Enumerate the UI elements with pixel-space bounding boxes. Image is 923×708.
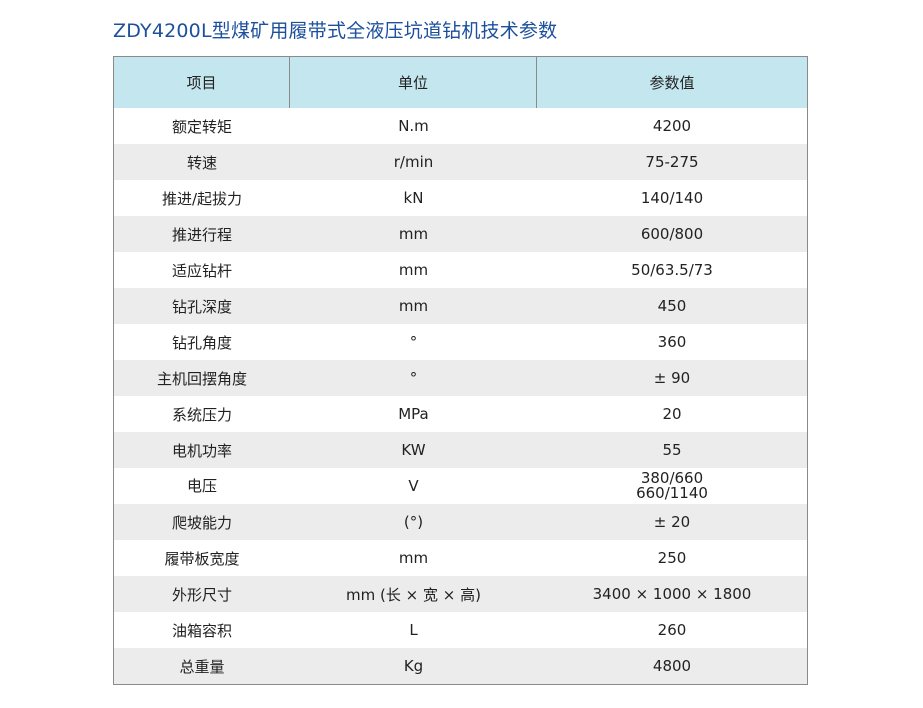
cell-item: 电机功率: [171, 441, 232, 460]
cell-item: 转速: [186, 153, 217, 172]
table-body: 额定转矩 N.m 4200 转速 r/min 75-275 推进/起拔力 kN 140/140 推…: [114, 108, 807, 684]
cell-unit: Kg: [403, 657, 424, 675]
header-unit: 单位: [290, 57, 537, 108]
table-header-row: 项目 单位 参数值: [114, 57, 807, 108]
cell-value: ± 90: [653, 369, 691, 387]
cell-unit: mm: [398, 297, 429, 315]
cell-value: 140/140: [640, 189, 704, 207]
cell-value: 55: [662, 441, 682, 459]
table-row: 主机回摆角度 ° ± 90: [114, 360, 807, 396]
header-value: 参数值: [649, 74, 695, 92]
cell-item: 钻孔角度: [171, 333, 232, 352]
cell-value: 250: [657, 549, 687, 567]
cell-item: 总重量: [179, 657, 225, 676]
cell-item: 电压: [186, 476, 217, 495]
header-item: 项目: [114, 57, 290, 108]
spec-table: 项目 单位 参数值 额定转矩 N.m 4200 转速 r/min 75-275 推进/起拔力…: [113, 56, 808, 685]
cell-value: 260: [657, 621, 687, 639]
cell-item: 钻孔深度: [171, 297, 232, 316]
cell-unit: mm: [398, 549, 429, 567]
table-row: 电压 V 380/660 660/1140: [114, 468, 807, 504]
table-row: 额定转矩 N.m 4200: [114, 108, 807, 144]
table-row: 电机功率 KW 55: [114, 432, 807, 468]
cell-item: 系统压力: [171, 405, 232, 424]
table-row: 爬坡能力 (°) ± 20: [114, 504, 807, 540]
table-row: 钻孔深度 mm 450: [114, 288, 807, 324]
table-row: 推进/起拔力 kN 140/140: [114, 180, 807, 216]
cell-item: 主机回摆角度: [156, 369, 247, 388]
page-title: ZDY4200L型煤矿用履带式全液压坑道钻机技术参数: [113, 20, 558, 42]
cell-unit: KW: [401, 441, 426, 459]
cell-value: 75-275: [645, 153, 699, 171]
cell-value: ± 20: [653, 513, 691, 531]
cell-unit: (°): [403, 513, 424, 531]
cell-value: 380/660 660/1140: [636, 469, 708, 502]
cell-value: 4200: [652, 117, 692, 135]
table-row: 推进行程 mm 600/800: [114, 216, 807, 252]
table-row: 履带板宽度 mm 250: [114, 540, 807, 576]
cell-value: 360: [657, 333, 687, 351]
cell-value: 3400 × 1000 × 1800: [592, 585, 752, 603]
cell-item: 适应钻杆: [171, 261, 232, 280]
cell-unit: mm: [398, 261, 429, 279]
cell-item: 履带板宽度: [164, 549, 240, 568]
cell-unit: MPa: [398, 405, 429, 423]
table-row: 转速 r/min 75-275: [114, 144, 807, 180]
table-row: 油箱容积 L 260: [114, 612, 807, 648]
cell-value: 600/800: [640, 225, 704, 243]
table-row: 钻孔角度 ° 360: [114, 324, 807, 360]
cell-item: 推进/起拔力: [161, 189, 243, 208]
cell-unit: N.m: [398, 117, 429, 135]
cell-value: 450: [657, 297, 687, 315]
table-row: 外形尺寸 mm (长 × 宽 × 高) 3400 × 1000 × 1800: [114, 576, 807, 612]
cell-unit: kN: [403, 189, 424, 207]
cell-unit: r/min: [393, 153, 434, 171]
table-row: 总重量 Kg 4800: [114, 648, 807, 684]
cell-item: 外形尺寸: [171, 585, 232, 604]
cell-item: 额定转矩: [171, 117, 232, 136]
cell-value: 50/63.5/73: [631, 261, 713, 279]
cell-unit: °: [409, 333, 418, 351]
table-row: 适应钻杆 mm 50/63.5/73: [114, 252, 807, 288]
cell-item: 油箱容积: [171, 621, 232, 640]
table-row: 系统压力 MPa 20: [114, 396, 807, 432]
cell-value: 20: [662, 405, 682, 423]
cell-unit: °: [409, 369, 418, 387]
cell-item: 爬坡能力: [171, 513, 232, 532]
cell-unit: L: [409, 621, 418, 639]
cell-unit: V: [408, 476, 419, 495]
cell-item: 推进行程: [171, 225, 232, 244]
cell-unit: mm: [398, 225, 429, 243]
cell-value: 4800: [652, 657, 692, 675]
cell-unit: mm (长 × 宽 × 高): [346, 585, 481, 604]
